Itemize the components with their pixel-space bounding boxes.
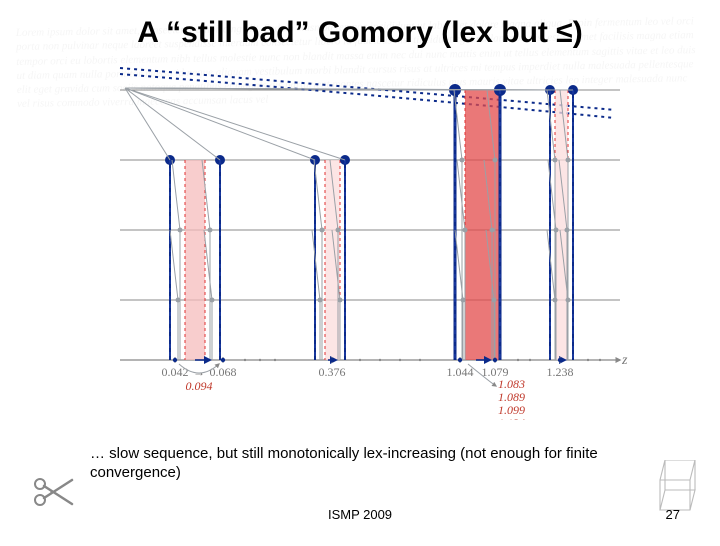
page-number: 27 <box>666 507 680 522</box>
gomory-diagram: x₀x₁x₂x₃z0.0420.0680.3761.0441.0791.2380… <box>100 60 630 420</box>
svg-text:0.068: 0.068 <box>210 365 237 379</box>
svg-text:→: → <box>193 365 205 379</box>
footer-text: ISMP 2009 <box>0 507 720 522</box>
svg-text:1.099: 1.099 <box>498 403 525 417</box>
scissors-icon <box>30 470 78 510</box>
svg-text:z: z <box>621 353 628 368</box>
page-title: A “still bad” Gomory (lex but ≤) <box>0 16 720 50</box>
svg-text:0.094: 0.094 <box>186 379 213 393</box>
svg-text:0.376: 0.376 <box>319 365 346 379</box>
caption-text: … slow sequence, but still monotonically… <box>90 445 640 483</box>
svg-text:1.134: 1.134 <box>498 416 525 420</box>
svg-text:1.044: 1.044 <box>447 365 474 379</box>
slide: Lorem ipsum dolor sit amet, consectetur … <box>0 0 720 540</box>
svg-text:1.089: 1.089 <box>498 390 525 404</box>
svg-text:1.083: 1.083 <box>498 377 525 391</box>
svg-text:0.042: 0.042 <box>162 365 189 379</box>
svg-text:1.238: 1.238 <box>547 365 574 379</box>
